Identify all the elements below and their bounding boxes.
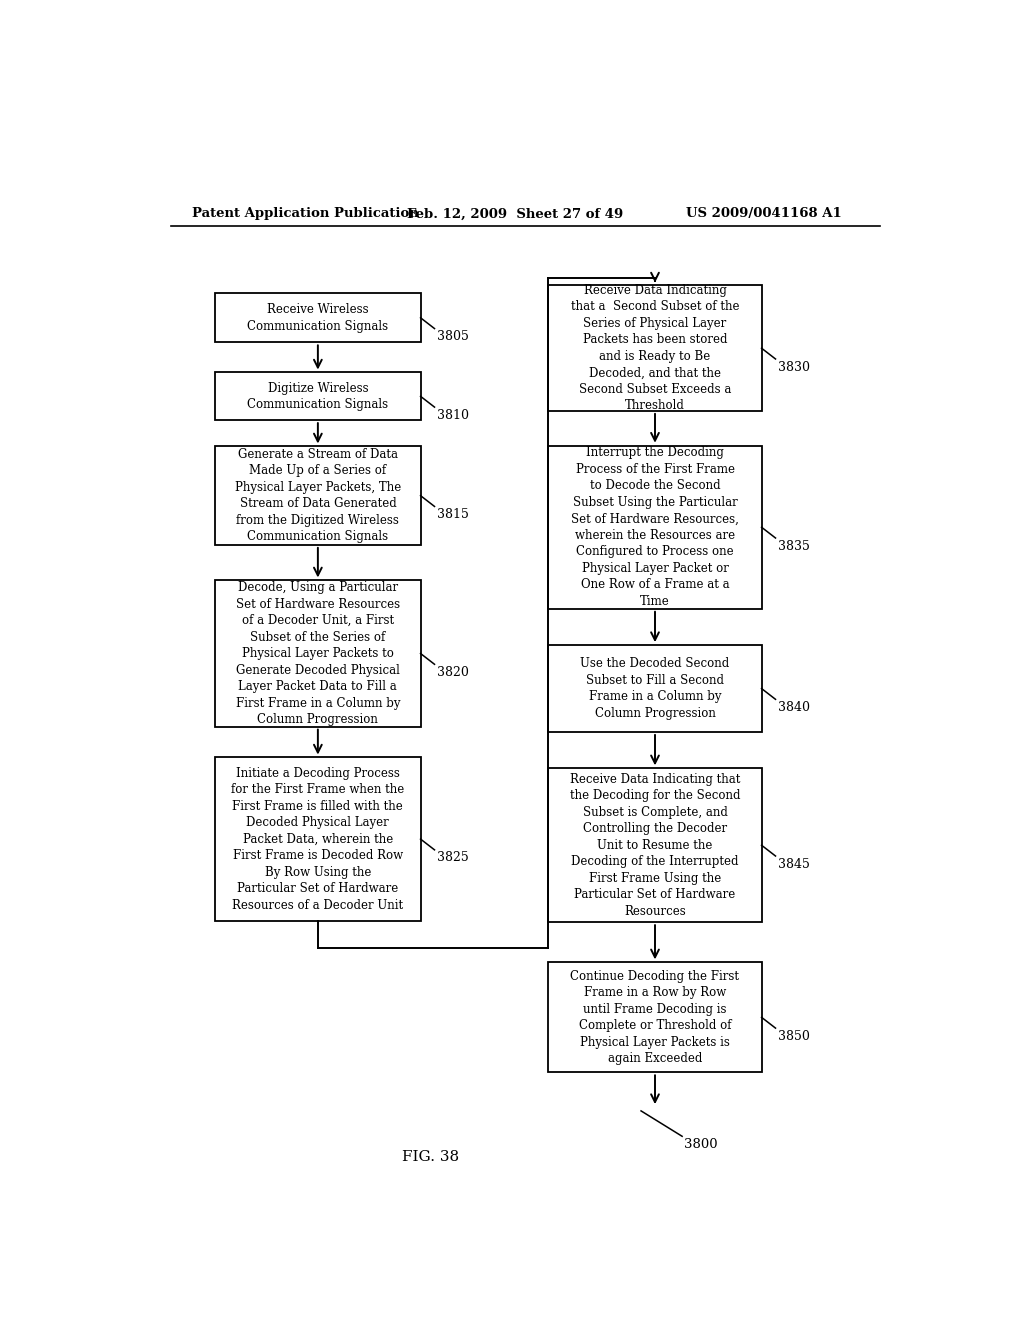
Text: Decode, Using a Particular
Set of Hardware Resources
of a Decoder Unit, a First
: Decode, Using a Particular Set of Hardwa… [236,581,400,726]
Text: 3850: 3850 [778,1030,810,1043]
Text: 3810: 3810 [437,409,469,421]
Text: Continue Decoding the First
Frame in a Row by Row
until Frame Decoding is
Comple: Continue Decoding the First Frame in a R… [570,970,739,1065]
Text: 3815: 3815 [437,508,469,521]
Text: Receive Data Indicating
that a  Second Subset of the
Series of Physical Layer
Pa: Receive Data Indicating that a Second Su… [570,284,739,412]
Text: Patent Application Publication: Patent Application Publication [191,207,418,220]
Text: US 2009/0041168 A1: US 2009/0041168 A1 [686,207,842,220]
Text: 3805: 3805 [437,330,469,343]
Text: 3800: 3800 [684,1138,718,1151]
Text: 3830: 3830 [778,360,810,374]
Text: 3820: 3820 [437,665,469,678]
Text: Feb. 12, 2009  Sheet 27 of 49: Feb. 12, 2009 Sheet 27 of 49 [407,207,624,220]
Bar [215,446,421,545]
Text: Receive Wireless
Communication Signals: Receive Wireless Communication Signals [248,304,388,333]
Bar [215,293,421,342]
Text: FIG. 38: FIG. 38 [401,1150,459,1164]
Text: Use the Decoded Second
Subset to Fill a Second
Frame in a Column by
Column Progr: Use the Decoded Second Subset to Fill a … [581,657,730,719]
Text: Initiate a Decoding Process
for the First Frame when the
First Frame is filled w: Initiate a Decoding Process for the Firs… [231,767,404,912]
Bar [549,768,762,923]
Text: 3845: 3845 [778,858,810,871]
Text: Generate a Stream of Data
Made Up of a Series of
Physical Layer Packets, The
Str: Generate a Stream of Data Made Up of a S… [234,447,401,544]
Text: 3840: 3840 [778,701,810,714]
Bar [549,962,762,1072]
Bar [215,581,421,726]
Bar [549,645,762,733]
Bar [215,758,421,921]
Bar [215,372,421,420]
Text: Digitize Wireless
Communication Signals: Digitize Wireless Communication Signals [248,381,388,411]
Bar [549,446,762,609]
Bar [549,285,762,411]
Text: Interrupt the Decoding
Process of the First Frame
to Decode the Second
Subset Us: Interrupt the Decoding Process of the Fi… [571,446,739,609]
Text: Receive Data Indicating that
the Decoding for the Second
Subset is Complete, and: Receive Data Indicating that the Decodin… [569,772,740,917]
Text: 3835: 3835 [778,540,810,553]
Text: 3825: 3825 [437,851,469,865]
